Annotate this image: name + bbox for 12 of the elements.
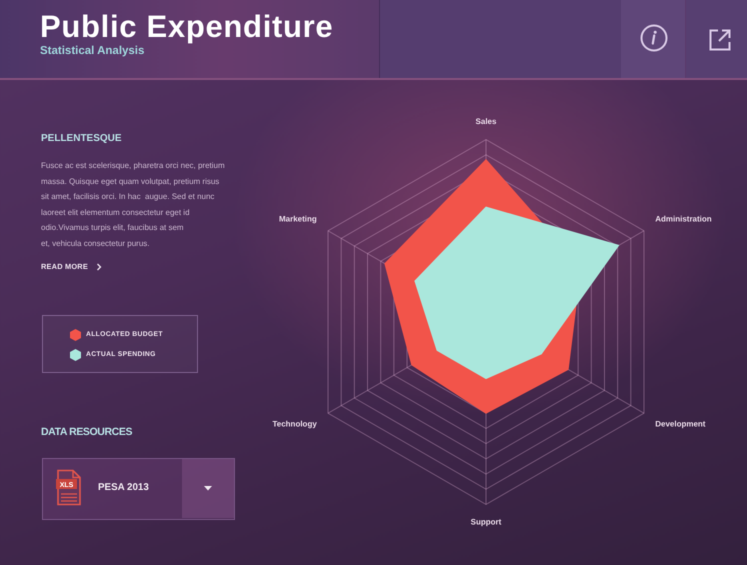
spoke-label: Development xyxy=(654,420,706,429)
chart-title: Public Expenditure xyxy=(40,9,334,44)
chart-subtitle: Statistical Analysis xyxy=(40,45,144,57)
spoke-label: Administration xyxy=(654,214,712,224)
spoke-label: Support xyxy=(470,517,502,526)
text: DATA RESOURCES xyxy=(41,426,132,438)
spoke-label: Sales xyxy=(475,117,497,126)
spoke-label: Marketing xyxy=(278,214,316,224)
spoke-label: Technology xyxy=(272,420,317,429)
text: Fusce ac est scelerisque, pharetra orci nec, pretium massa. Quisque eget quam volutpat, pretium risus sit amet, facilisis orci. In hac augue. Sed et nunc laoreet elit elementum consectetur eget id odio.Vivamus turpis elit, faucibus at sem et, vehicula consectetur purus. xyxy=(41,161,225,248)
text: PELLENTESQUE xyxy=(41,133,122,144)
text: PESA 2013 xyxy=(98,482,149,493)
